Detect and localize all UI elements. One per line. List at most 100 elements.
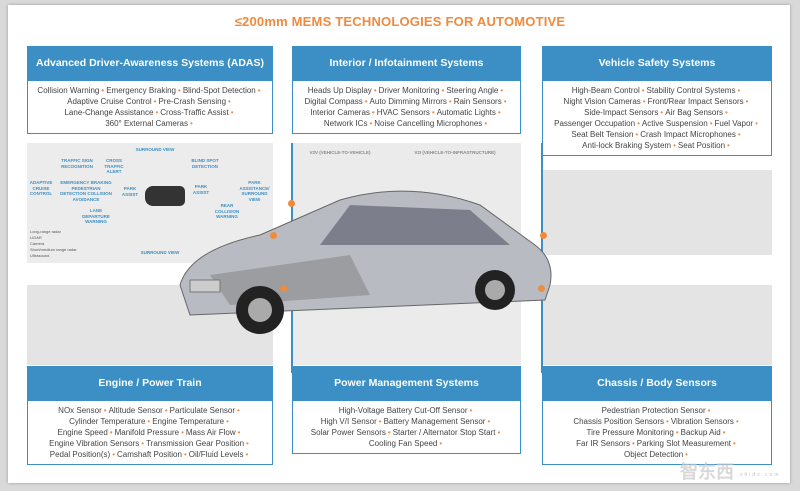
item-line: Pedestrian Protection Sensor • [544, 405, 770, 416]
bullet-icon: • [178, 86, 181, 95]
sensor-item: Tire Pressure Monitoring [586, 428, 674, 437]
item-line: Object Detection • [544, 449, 770, 460]
bullet-icon: • [441, 86, 445, 95]
item-line: Adaptive Cruise Control • Pre-Crash Sensin… [29, 96, 271, 107]
bullet-icon: • [189, 119, 193, 128]
panel-header: Chassis / Body Sensors [542, 366, 772, 400]
sensor-item: Seat Position [677, 141, 726, 150]
panel-items: Heads Up Display • Driver Monitoring • Steer… [292, 80, 521, 134]
adas-label: PARK ASSIST [121, 186, 139, 197]
item-line: Tire Pressure Monitoring • Backup Aid • [544, 427, 770, 438]
sensor-item: Rain Sensors [453, 97, 502, 106]
sensor-item: Vibration Sensors [670, 417, 734, 426]
adas-label: BLIND SPOT DETECTION [191, 158, 219, 169]
sensor-item: Chassis Position Sensors [573, 417, 665, 426]
sensor-marker [270, 232, 277, 239]
sensor-item: Front/Rear Impact Sensors [647, 97, 744, 106]
sensor-item: Solar Power Sensors [310, 428, 386, 437]
sensor-item: Heads Up Display [307, 86, 372, 95]
item-line: Lane-Change Assistance • Cross-Traffic Ass… [29, 107, 271, 118]
sensor-item: Mass Air Flow [185, 428, 236, 437]
bullet-icon: • [147, 417, 151, 426]
legend-item: Long-range radar [30, 229, 61, 234]
sensor-item: Pedestrian Protection Sensor [601, 406, 706, 415]
car-cutaway-illustration [179, 190, 552, 334]
bullet-icon: • [675, 428, 679, 437]
panel-interior: Interior / Infotainment Systems Heads Up … [292, 46, 521, 134]
sensor-item: Pre-Crash Sensing [158, 97, 227, 106]
bullet-icon: • [257, 86, 261, 95]
sensor-item: Particulate Sensor [169, 406, 236, 415]
chassis-image-area [542, 285, 772, 365]
bullet-icon: • [635, 130, 639, 139]
bullet-icon: • [707, 406, 711, 415]
item-line: Solar Power Sensors • Starter / Alternator… [294, 427, 519, 438]
bullet-icon: • [141, 439, 145, 448]
sensor-item: Collision Warning [37, 86, 100, 95]
sensor-item: Network ICs [323, 119, 368, 128]
adas-label: LANE DEPARTURE WARNING [82, 208, 110, 224]
bullet-icon: • [439, 439, 443, 448]
panel-items: Collision Warning • Emergency Braking • Blin… [27, 80, 273, 134]
sensor-item: Lane-Change Assistance [64, 108, 154, 117]
sensor-item: Cross-Traffic Assist [160, 108, 229, 117]
panel-engine: Engine / Power Train NOx Sensor • Altitude … [27, 366, 273, 465]
sensor-item: Stability Control Systems [646, 86, 736, 95]
legend-item: Camera [30, 241, 45, 246]
adas-label: PARK ASSISTANCE/ SURROUND VIEW [239, 180, 270, 202]
sensor-item: Starter / Alternator Stop Start [392, 428, 496, 437]
sensor-item: Driver Monitoring [378, 86, 440, 95]
item-line: High-Beam Control • Stability Control Syst… [544, 85, 770, 96]
item-line: Pedal Position(s) • Camshaft Position • Oil/… [29, 449, 271, 460]
bullet-icon: • [709, 119, 713, 128]
sensor-item: Altitude Sensor [108, 406, 163, 415]
bullet-icon: • [246, 439, 249, 448]
sensor-item: Automatic Lights [436, 108, 496, 117]
panel-adas: Advanced Driver-Awareness Systems (ADAS)… [27, 46, 273, 134]
bullet-icon: • [431, 108, 435, 117]
bullet-icon: • [237, 428, 241, 437]
sensor-item: High-Beam Control [571, 86, 640, 95]
item-line: Digital Compass • Auto Dimming Mirrors • Rai… [294, 96, 519, 107]
item-line: Far IR Sensors • Parking Slot Measurement • [544, 438, 770, 449]
v2i-label: V2I (VEHICLE-TO-INFRASTRUCTURE) [414, 150, 496, 155]
panel-header: Vehicle Safety Systems [542, 46, 772, 80]
bullet-icon: • [737, 86, 741, 95]
bullet-icon: • [448, 97, 452, 106]
sensor-item: Anti-lock Braking System [582, 141, 672, 150]
bullet-icon: • [181, 428, 184, 437]
item-line: High-Voltage Battery Cut-Off Sensor • [294, 405, 519, 416]
item-line: 360° External Cameras • [29, 118, 271, 129]
panel-items: High-Voltage Battery Cut-Off Sensor • High… [292, 400, 521, 454]
sensor-item: Active Suspension [641, 119, 708, 128]
sensor-item: Side-Impact Sensors [584, 108, 659, 117]
bullet-icon: • [737, 130, 741, 139]
sensor-item: Cylinder Temperature [69, 417, 146, 426]
panel-items: High-Beam Control • Stability Control Syst… [542, 80, 772, 156]
sensor-item: Battery Management Sensor [383, 417, 486, 426]
bullet-icon: • [660, 108, 664, 117]
adas-label: CROSS TRAFFIC ALERT [104, 158, 124, 174]
bullet-icon: • [230, 108, 234, 117]
sensor-item: Air Bag Sensors [665, 108, 724, 117]
bullet-icon: • [387, 428, 391, 437]
adas-label: ADAPTIVE CRUISE CONTROL [29, 180, 53, 196]
panel-safety: Vehicle Safety Systems High-Beam Control •… [542, 46, 772, 156]
bullet-icon: • [245, 450, 249, 459]
v2v-label: V2V (VEHICLE-TO-VEHICLE) [309, 150, 371, 155]
item-line: Cooling Fan Speed • [294, 438, 519, 449]
bullet-icon: • [725, 108, 728, 117]
adas-label: REAR COLLISION WARNING [214, 203, 240, 219]
bullet-icon: • [378, 417, 382, 426]
legend-item: Ultrasound [30, 253, 50, 258]
adas-label: SURROUND VIEW [140, 250, 180, 255]
sensor-item: Far IR Sensors [576, 439, 630, 448]
bullet-icon: • [733, 439, 736, 448]
item-line: Chassis Position Sensors • Vibration Senso… [544, 416, 770, 427]
bullet-icon: • [109, 428, 113, 437]
sensor-item: Engine Temperature [152, 417, 225, 426]
sensor-item: NOx Sensor [58, 406, 102, 415]
sensor-item: Auto Dimming Mirrors [369, 97, 447, 106]
sensor-item: Crash Impact Microphones [640, 130, 736, 139]
bullet-icon: • [631, 439, 635, 448]
